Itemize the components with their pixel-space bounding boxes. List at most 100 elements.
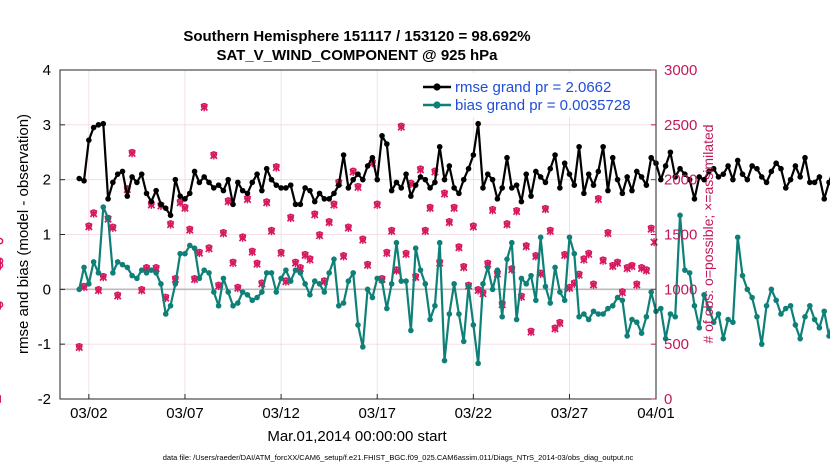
obs-assimilated-point: [618, 288, 627, 297]
series-point-1: [172, 281, 179, 287]
legend-bias-marker: [433, 101, 441, 109]
obs-layer: [0, 102, 658, 403]
xtick-label-4: 03/22: [455, 405, 493, 422]
obs-assimilated-point: [397, 123, 406, 132]
series-point-0: [465, 165, 472, 172]
series-point-0: [388, 187, 395, 194]
series-point-1: [86, 281, 92, 287]
series-point-0: [763, 179, 770, 186]
series-point-1: [658, 305, 664, 312]
series-point-0: [259, 187, 265, 194]
series-point-0: [384, 141, 390, 147]
xtick-label-2: 03/12: [262, 405, 300, 422]
series-point-1: [720, 335, 727, 342]
series-point-0: [537, 174, 544, 180]
series-point-1: [162, 311, 169, 317]
series-point-1: [114, 259, 121, 265]
series-point-1: [667, 311, 674, 317]
series-point-1: [311, 278, 318, 284]
series-point-0: [581, 190, 587, 197]
series-point-0: [326, 196, 332, 202]
series-point-1: [90, 259, 97, 265]
xlabel: Mar.01,2014 00:00:00 start: [267, 428, 447, 445]
series-point-1: [143, 270, 150, 276]
series-point-0: [633, 168, 640, 175]
series-layer: [76, 120, 830, 367]
ytick-left-label-1: -1: [38, 336, 51, 353]
series-point-0: [643, 182, 650, 188]
series-point-1: [585, 316, 592, 323]
series-point-0: [460, 176, 467, 183]
series-point-1: [158, 281, 164, 287]
series-point-1: [758, 341, 765, 347]
obs-assimilated-point: [402, 250, 410, 259]
series-point-1: [465, 283, 472, 290]
series-point-0: [254, 171, 260, 177]
obs-assimilated-point: [469, 222, 478, 231]
series-point-1: [480, 281, 486, 287]
series-point-0: [595, 168, 602, 175]
series-point-0: [244, 190, 251, 197]
series-point-1: [321, 289, 328, 295]
obs-assimilated-point: [229, 259, 237, 268]
xtick-label-5: 03/27: [551, 405, 589, 422]
series-point-0: [162, 205, 169, 211]
ytick-left-label-5: 3: [43, 117, 51, 134]
series-point-0: [518, 198, 525, 205]
series-point-1: [215, 302, 222, 309]
series-point-0: [369, 154, 376, 161]
series-point-0: [576, 143, 582, 150]
obs-assimilated-point: [503, 220, 511, 229]
series-point-0: [307, 187, 313, 194]
series-point-1: [590, 308, 597, 315]
series-point-1: [182, 250, 188, 257]
series-point-1: [177, 250, 183, 257]
series-point-0: [609, 154, 616, 161]
series-point-0: [412, 182, 419, 188]
series-point-1: [374, 275, 381, 282]
series-point-0: [76, 175, 83, 182]
series-point-1: [335, 302, 342, 309]
series-point-0: [494, 196, 501, 202]
series-point-0: [278, 185, 284, 191]
series-point-1: [552, 264, 558, 271]
obs-assimilated-point: [623, 264, 631, 273]
chart-title: Southern Hemisphere 151117 / 153120 = 98…: [183, 28, 530, 45]
series-point-0: [249, 179, 256, 186]
series-point-1: [283, 267, 289, 273]
series-point-1: [600, 311, 606, 317]
series-point-1: [484, 264, 491, 271]
series-point-0: [230, 201, 236, 208]
series-point-1: [475, 360, 481, 367]
series-point-0: [489, 176, 496, 183]
series-point-0: [321, 196, 328, 202]
obs-assimilated-point: [75, 343, 84, 352]
ytick-left-label-4: 2: [43, 172, 51, 189]
series-point-0: [821, 196, 828, 202]
series-point-0: [158, 201, 164, 208]
series-point-0: [624, 174, 630, 180]
series-point-1: [811, 316, 818, 323]
obs-assimilated-point: [238, 233, 247, 242]
series-point-1: [499, 313, 505, 320]
series-point-1: [792, 322, 799, 328]
series-point-1: [148, 267, 155, 273]
series-point-1: [614, 294, 621, 301]
series-point-0: [177, 193, 183, 199]
series-point-0: [360, 176, 366, 183]
series-point-1: [302, 281, 308, 287]
ticks: -2 -1 0 1 2 3 4 0 500 1000 1500 2000 2500 3000 03/02 03…: [38, 62, 698, 422]
ytick-right-label-2: 1000: [664, 281, 697, 298]
obs-assimilated-point: [286, 214, 295, 223]
xtick-label-1: 03/07: [166, 405, 204, 422]
obs-possible-point: [0, 257, 4, 265]
obs-assimilated-point: [584, 250, 593, 259]
series-point-0: [331, 190, 337, 197]
series-point-1: [105, 215, 111, 221]
series-point-0: [758, 174, 765, 180]
series-point-0: [787, 176, 794, 183]
series-point-1: [441, 357, 448, 364]
series-point-1: [605, 305, 611, 312]
series-point-1: [432, 302, 438, 309]
series-point-0: [268, 176, 275, 183]
